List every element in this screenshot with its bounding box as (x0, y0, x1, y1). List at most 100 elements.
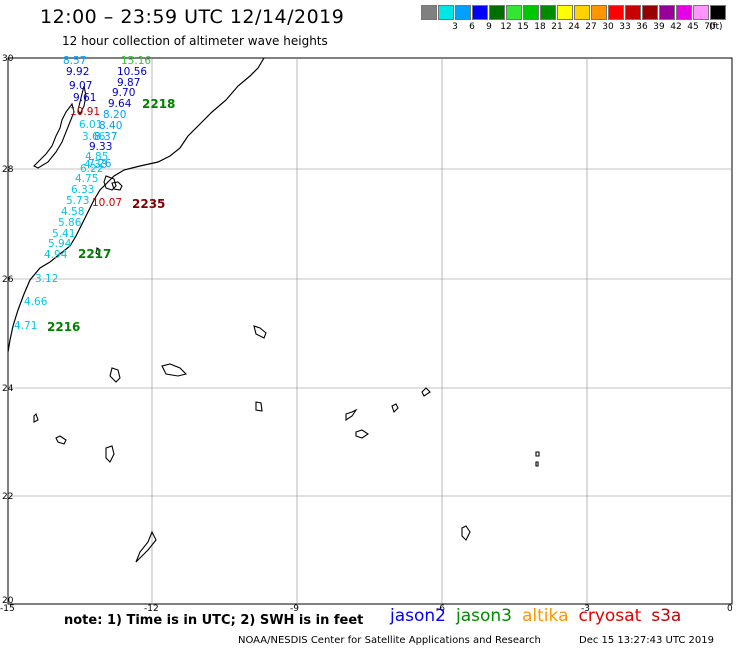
satellite-name-s3a: s3a (651, 606, 682, 626)
africa-coastline (7, 57, 265, 353)
wave-height-value: 9.70 (112, 87, 135, 99)
latitude-label: 28 (2, 165, 14, 175)
island-south-a (105, 445, 115, 463)
island-lanzarote (77, 85, 87, 116)
scale-swatch (506, 5, 522, 20)
longitude-label: -9 (290, 604, 299, 614)
satellite-name-cryosat: cryosat (578, 606, 642, 626)
latitude-label: 20 (2, 596, 14, 606)
track-label: 2218 (142, 97, 175, 111)
scale-swatch (642, 5, 658, 20)
scale-tick-label: 39 (653, 22, 665, 32)
satellite-name-jason2: jason2 (390, 606, 446, 626)
wave-height-value: 9.64 (108, 98, 132, 110)
latitude-label: 30 (2, 54, 14, 64)
scale-tick-label: 12 (500, 22, 512, 32)
track-labels: 2218 2235 2217 2216 (47, 97, 175, 334)
scale-swatch (438, 5, 454, 20)
satellite-name-altika: altika (522, 606, 569, 626)
wave-height-value: 4.71 (14, 320, 37, 332)
wave-height-value: 4.33 (84, 159, 107, 171)
scale-swatch (472, 5, 488, 20)
scale-swatch (710, 5, 726, 20)
scale-swatch (540, 5, 556, 20)
island-sal (345, 408, 358, 422)
island-boa-vista (355, 429, 369, 439)
wave-height-value: 5.94 (48, 238, 72, 250)
latitude-label: 22 (2, 492, 14, 502)
island-maio (391, 403, 399, 414)
wave-height-value: 9.33 (89, 141, 112, 153)
island-santa-luzia (109, 367, 121, 383)
longitude-label: 0 (727, 604, 733, 614)
scale-unit: (ft) (709, 22, 723, 32)
page-subtitle: 12 hour collection of altimeter wave hei… (62, 34, 328, 48)
scale-swatch (455, 5, 471, 20)
track-label: 2216 (47, 320, 80, 334)
scale-swatch (591, 5, 607, 20)
island-brava (55, 435, 67, 445)
wave-height-value: 8.57 (63, 55, 86, 67)
scale-tick-label: 18 (534, 22, 546, 32)
wave-height-value: 15.16 (121, 55, 151, 67)
satellite-name-jason3: jason3 (456, 606, 512, 626)
wave-height-value: 8.20 (103, 109, 126, 121)
island-tenerife (111, 181, 123, 191)
generated-timestamp: Dec 15 13:27:43 UTC 2019 (579, 635, 714, 646)
scale-tick-label: 9 (486, 22, 492, 32)
scale-tick-label: 70 (704, 22, 716, 32)
island-fogo (33, 412, 39, 423)
wave-height-value: 10.56 (117, 66, 147, 78)
island-fuerteventura (33, 102, 75, 169)
wave-height-value: 9.07 (69, 80, 92, 92)
footer-note: note: 1) Time is in UTC; 2) SWH is in fe… (64, 613, 364, 628)
scale-tick-label: 6 (469, 22, 475, 32)
longitude-label: -6 (436, 604, 445, 614)
wave-height-value: 10.07 (92, 197, 122, 209)
wave-observations: 8.57 15.16 9.92 10.56 9.07 9.87 9.61 9.709.64 10… (14, 55, 151, 332)
scale-swatch (421, 5, 437, 20)
track-label: 2217 (78, 247, 111, 261)
longitude-label: -3 (581, 604, 590, 614)
scale-swatch (523, 5, 539, 20)
wave-height-value: 4.66 (24, 296, 48, 308)
island-gran-canaria (103, 175, 117, 191)
scale-tick-label: 30 (602, 22, 614, 32)
island-south-b (535, 451, 540, 457)
island-south-c (535, 461, 539, 467)
page-title: 12:00 – 23:59 UTC 12/14/2019 (40, 6, 345, 28)
scale-tick-label: 42 (670, 22, 682, 32)
scale-swatch (608, 5, 624, 20)
island-gomera (95, 247, 101, 256)
credit-line: NOAA/NESDIS Center for Satellite Applica… (238, 635, 541, 646)
wave-height-value: 8.40 (99, 120, 122, 132)
wave-height-value: 5.86 (58, 217, 82, 229)
wave-height-value: 8.37 (94, 131, 117, 143)
scale-tick-label: 24 (568, 22, 580, 32)
wave-height-value: 4.85 (85, 151, 108, 163)
scale-tick-label: 36 (636, 22, 648, 32)
scale-tick-label: 3 (452, 22, 458, 32)
wave-height-value: 6.01 (79, 119, 102, 131)
island-south-e (135, 530, 157, 563)
wave-height-value: 3.12 (35, 273, 58, 285)
island-santo-antao (253, 325, 267, 339)
scale-tick-label: 45 (687, 22, 699, 32)
satellite-legend: jason2 jason3 altika cryosat s3a (390, 606, 691, 626)
latitude-label: 26 (2, 275, 14, 285)
longitude-label: -12 (144, 604, 159, 614)
longitude-label: -15 (0, 604, 15, 614)
wave-height-value: 3.66 (82, 131, 106, 143)
wave-height-value: 5.73 (66, 195, 89, 207)
island-sao-nicolau (255, 401, 263, 412)
wave-height-value: 4.94 (44, 249, 68, 261)
wave-height-value: 4.58 (61, 206, 84, 218)
wave-height-value: 7.26 (88, 158, 112, 170)
scale-swatch (574, 5, 590, 20)
island-sao-vicente (161, 363, 188, 377)
wave-height-value: 9.61 (73, 92, 96, 104)
scale-swatch (659, 5, 675, 20)
map-grid (8, 58, 732, 604)
